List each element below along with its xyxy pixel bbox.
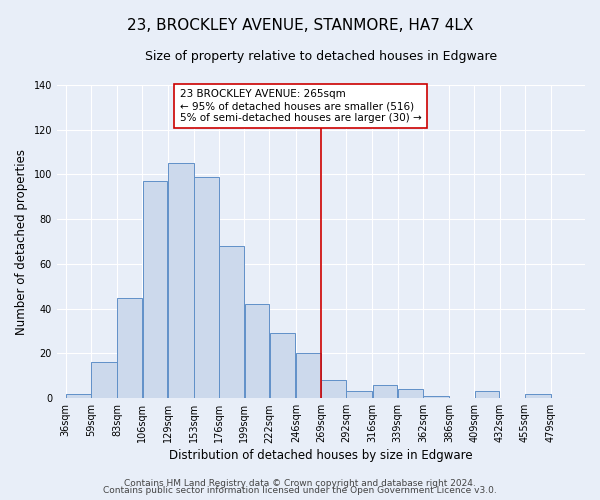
Bar [525,394,551,398]
Y-axis label: Number of detached properties: Number of detached properties [15,148,28,334]
X-axis label: Distribution of detached houses by size in Edgware: Distribution of detached houses by size … [169,450,473,462]
Title: Size of property relative to detached houses in Edgware: Size of property relative to detached ho… [145,50,497,63]
Bar [398,389,422,398]
Bar [423,396,449,398]
Bar [91,362,117,398]
Text: 23, BROCKLEY AVENUE, STANMORE, HA7 4LX: 23, BROCKLEY AVENUE, STANMORE, HA7 4LX [127,18,473,32]
Bar [346,392,372,398]
Text: Contains public sector information licensed under the Open Government Licence v3: Contains public sector information licen… [103,486,497,495]
Bar [118,298,142,398]
Bar [296,354,320,398]
Bar [194,176,219,398]
Bar [475,392,499,398]
Text: 23 BROCKLEY AVENUE: 265sqm
← 95% of detached houses are smaller (516)
5% of semi: 23 BROCKLEY AVENUE: 265sqm ← 95% of deta… [179,90,421,122]
Text: Contains HM Land Registry data © Crown copyright and database right 2024.: Contains HM Land Registry data © Crown c… [124,478,476,488]
Bar [143,181,167,398]
Bar [373,385,397,398]
Bar [220,246,244,398]
Bar [66,394,91,398]
Bar [270,334,295,398]
Bar [321,380,346,398]
Bar [168,164,194,398]
Bar [245,304,269,398]
